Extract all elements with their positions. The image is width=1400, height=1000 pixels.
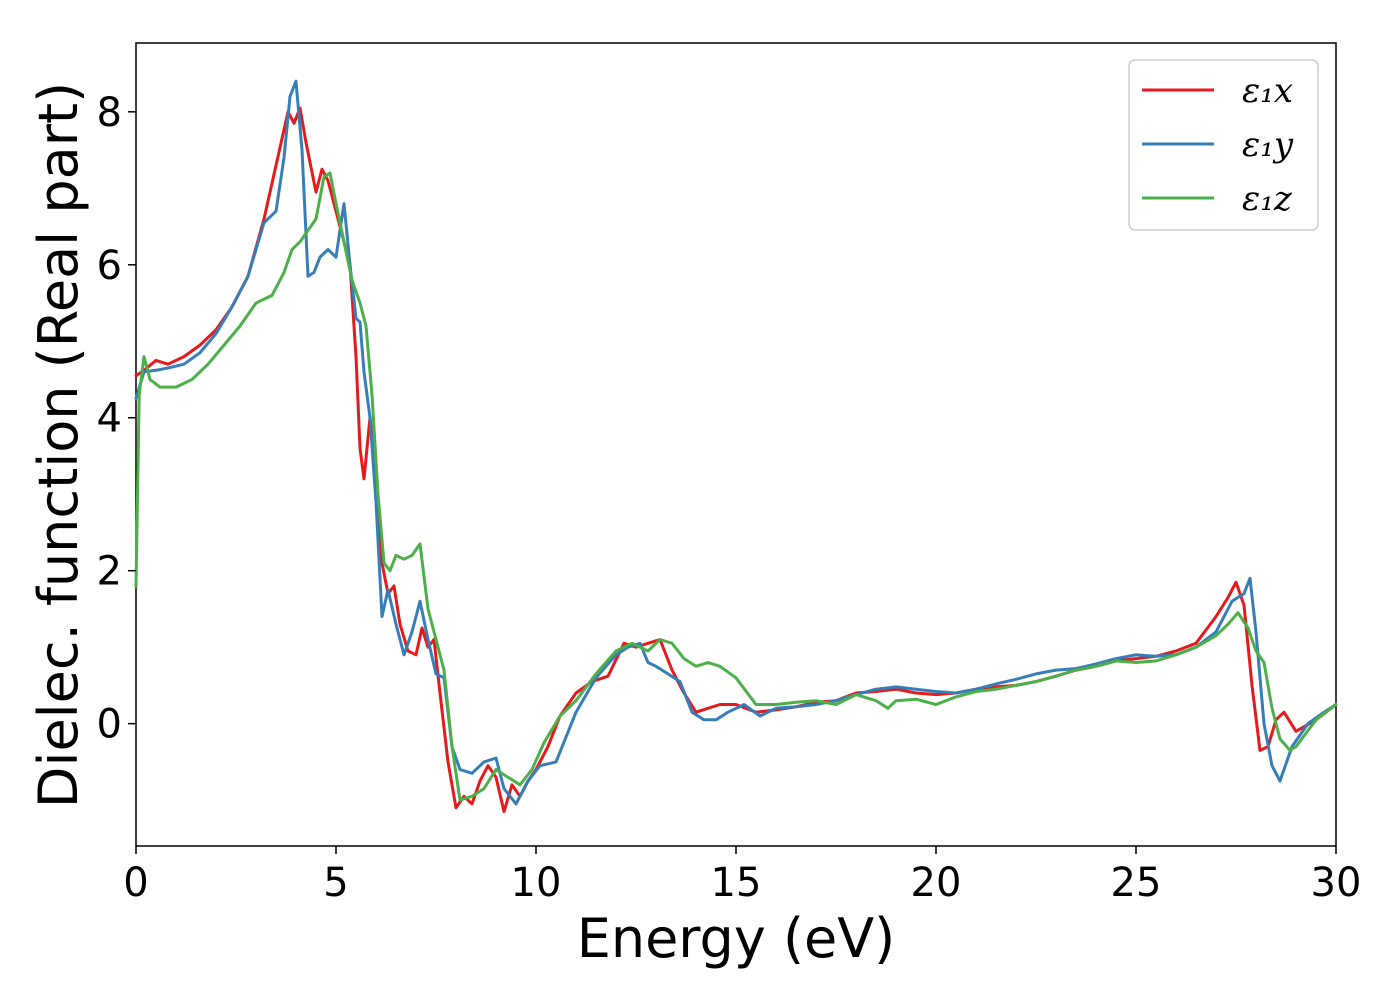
legend-box bbox=[1128, 59, 1319, 231]
y-tick-label: 8 bbox=[97, 90, 122, 136]
legend-label: ε₁y bbox=[1242, 125, 1294, 165]
x-tick-label: 20 bbox=[911, 860, 962, 906]
y-axis-label: Dielec. function (Real part) bbox=[27, 82, 90, 808]
x-tick-label: 30 bbox=[1311, 860, 1362, 906]
x-tick-label: 25 bbox=[1111, 860, 1162, 906]
x-axis-label: Energy (eV) bbox=[577, 907, 896, 970]
y-tick-label: 6 bbox=[97, 243, 122, 289]
y-tick-label: 2 bbox=[97, 549, 122, 595]
y-tick-label: 0 bbox=[97, 702, 122, 748]
x-tick-label: 0 bbox=[123, 860, 148, 906]
legend-items: ε₁x ε₁y ε₁z bbox=[1142, 71, 1294, 219]
legend-label: ε₁z bbox=[1242, 179, 1293, 219]
legend-label: ε₁x bbox=[1242, 71, 1293, 111]
series-line-2 bbox=[134, 79, 1338, 806]
x-axis-ticks: 0 5 10 15 20 25 30 bbox=[123, 846, 1361, 906]
y-tick-label: 4 bbox=[97, 396, 122, 442]
series-layer bbox=[134, 79, 1338, 814]
y-axis-ticks: 0 2 4 6 8 bbox=[97, 90, 136, 748]
x-tick-label: 5 bbox=[323, 860, 348, 906]
series-line-3 bbox=[134, 171, 1338, 802]
legend: ε₁x ε₁y ε₁z bbox=[1128, 59, 1319, 231]
x-tick-label: 15 bbox=[711, 860, 762, 906]
x-tick-label: 10 bbox=[511, 860, 562, 906]
